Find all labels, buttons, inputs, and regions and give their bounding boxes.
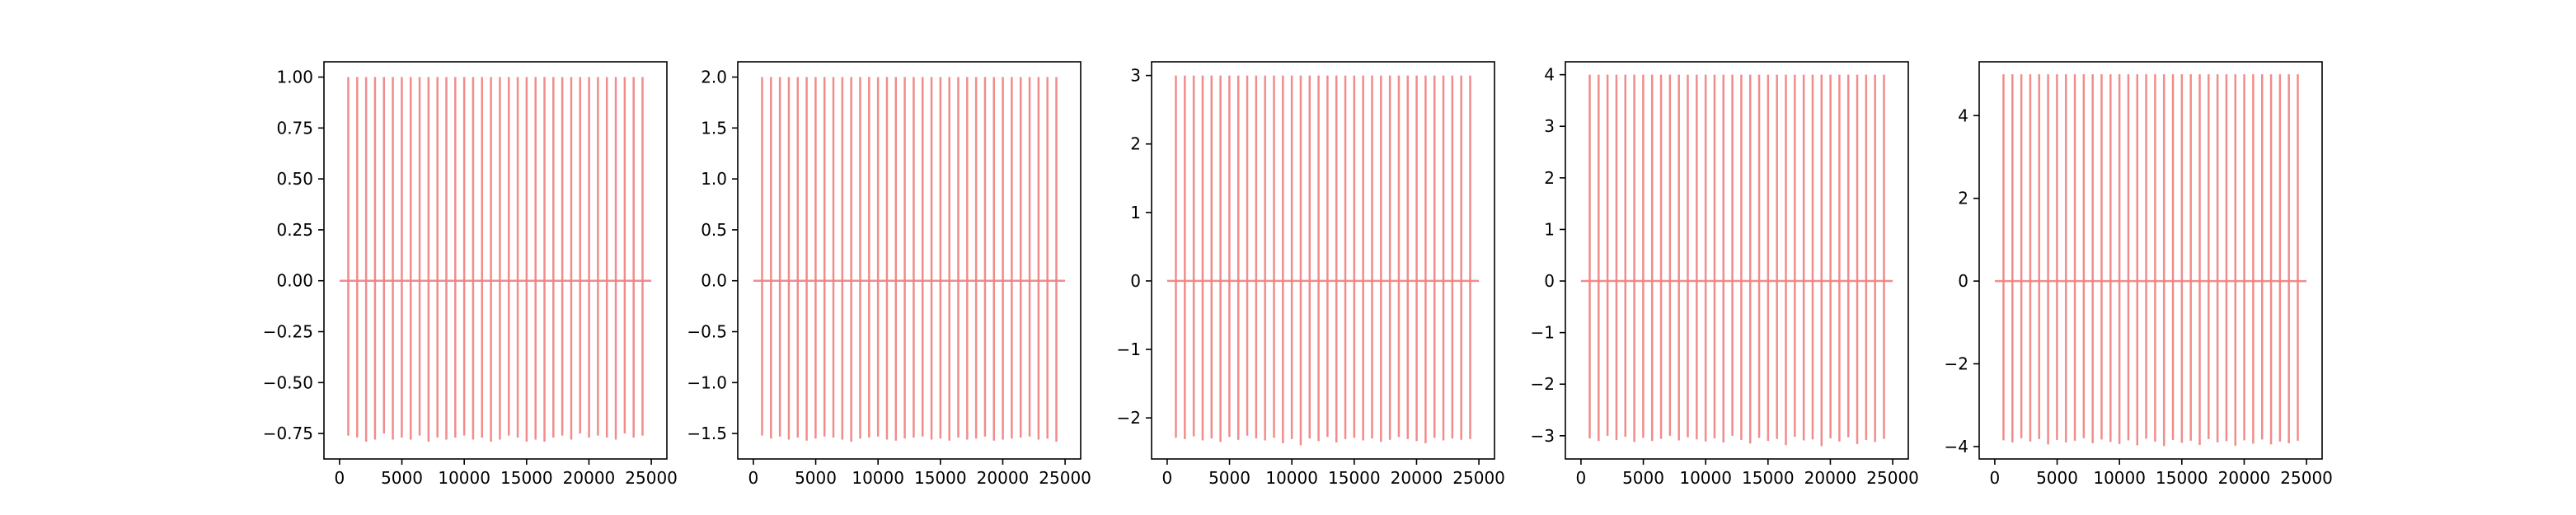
subplot-1: 0 5000 10000 15000 20000 25000 1.00 0.75 0.50 0.2… (263, 61, 678, 488)
x-tick-label: 25000 (1039, 468, 1091, 488)
x-tick-label: 15000 (914, 468, 967, 488)
x-tick-label: 10000 (438, 468, 490, 488)
subplot-3: 0 5000 10000 15000 20000 25000 3 2 1 0 −1 −2 (1117, 61, 1505, 488)
y-tick-label: 0 (1544, 271, 1555, 291)
y-tick-label: 0.0 (701, 271, 727, 291)
x-tick-label: 5000 (381, 468, 423, 488)
subplot-panels: 0 5000 10000 15000 20000 250001.000.750.500.2… (263, 61, 2333, 488)
y-tick-label: 0.00 (276, 271, 313, 291)
y-tick-label: 0.50 (276, 169, 313, 189)
axes-frame (1151, 61, 1495, 460)
y-tick-label: 0.75 (276, 118, 313, 138)
y-tick-label: 0.5 (701, 220, 727, 240)
x-tick-label: 20000 (563, 468, 616, 488)
x-tick-label: 25000 (1452, 468, 1505, 488)
y-tick-label: 0.25 (276, 220, 313, 240)
y-tick-label: −4 (1945, 437, 1968, 456)
y-tick-label: 4 (1544, 65, 1555, 85)
y-tick-label: 1.0 (701, 169, 727, 189)
x-tick-label: 10000 (1679, 468, 1732, 488)
subplot-2: 0 5000 10000 15000 20000 25000 2.0 1.5 1.0 0.5 0.0… (687, 61, 1091, 488)
x-tick-label: 25000 (625, 468, 678, 488)
axes-frame (1565, 61, 1909, 460)
y-tick-label: 2 (1544, 168, 1555, 188)
y-tick-label: −0.5 (687, 322, 727, 342)
x-tick-label: 20000 (977, 468, 1030, 488)
y-tick-label: −0.50 (263, 372, 313, 392)
y-tick-label: −0.25 (263, 322, 313, 342)
x-tick-label: 10000 (1265, 468, 1318, 488)
y-tick-label: −2 (1531, 374, 1555, 394)
y-tick-label: 0 (1958, 271, 1968, 291)
x-tick-label: 0 (1162, 468, 1173, 488)
x-tick-label: 20000 (1391, 468, 1443, 488)
y-tick-label: −3 (1531, 426, 1555, 446)
y-tick-label: −1.0 (687, 372, 727, 392)
y-tick-label: −1 (1531, 323, 1555, 343)
x-tick-label: 25000 (2280, 468, 2333, 488)
y-tick-label: 1.5 (701, 118, 727, 138)
x-tick-label: 25000 (1866, 468, 1919, 488)
x-tick-label: 0 (748, 468, 759, 488)
x-tick-label: 5000 (795, 468, 837, 488)
x-tick-label: 0 (1990, 468, 2001, 488)
y-tick-label: 1 (1544, 219, 1555, 239)
axes-frame (323, 61, 668, 460)
x-tick-label: 5000 (2036, 468, 2078, 488)
x-tick-label: 15000 (500, 468, 553, 488)
y-tick-label: 4 (1958, 105, 1968, 125)
y-tick-label: −1 (1117, 339, 1141, 359)
x-tick-label: 10000 (2093, 468, 2146, 488)
subplot-5: 0 5000 10000 15000 20000 25000 4 2 0 −2 −4 (1945, 61, 2333, 488)
y-tick-label: −2 (1945, 354, 1968, 374)
x-tick-label: 15000 (1742, 468, 1795, 488)
y-tick-label: −0.75 (263, 424, 313, 443)
y-tick-label: 2 (1130, 134, 1141, 154)
x-tick-label: 20000 (2218, 468, 2271, 488)
x-tick-label: 20000 (1804, 468, 1857, 488)
y-tick-label: 0 (1130, 271, 1141, 291)
x-tick-label: 0 (335, 468, 345, 488)
y-tick-label: 1.00 (276, 68, 313, 87)
y-tick-label: 2.0 (701, 68, 727, 87)
axes-frame (737, 61, 1082, 460)
y-tick-label: 3 (1544, 116, 1555, 136)
y-tick-label: 1 (1130, 203, 1141, 222)
x-tick-label: 5000 (1208, 468, 1250, 488)
y-tick-label: −1.5 (687, 424, 727, 443)
x-tick-label: 15000 (2156, 468, 2208, 488)
y-tick-label: 2 (1958, 189, 1968, 208)
axes-frame (1978, 61, 2323, 460)
x-tick-label: 0 (1576, 468, 1587, 488)
x-tick-label: 5000 (1622, 468, 1664, 488)
y-tick-label: 3 (1130, 66, 1141, 86)
subplot-4: 0 5000 10000 15000 20000 25000 4 3 2 1 0 −1 −2 −3 (1531, 61, 1919, 488)
x-tick-label: 10000 (852, 468, 904, 488)
x-tick-label: 15000 (1328, 468, 1381, 488)
y-tick-label: −2 (1117, 408, 1141, 428)
